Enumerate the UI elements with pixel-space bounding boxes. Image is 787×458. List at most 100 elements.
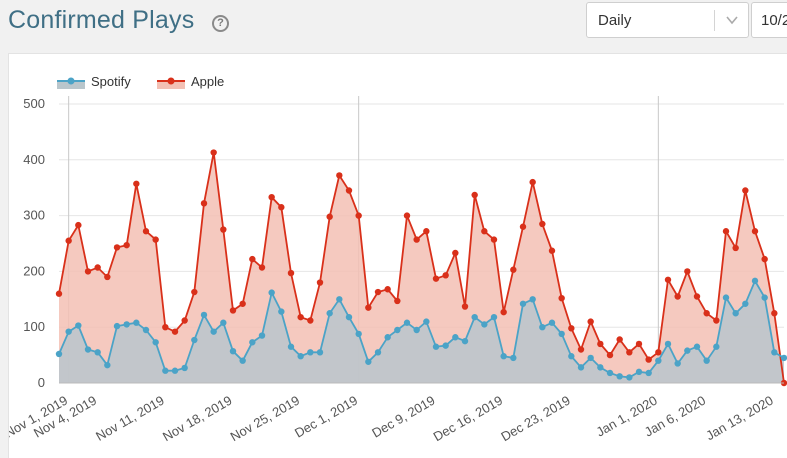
spotify-point[interactable]	[191, 336, 198, 344]
spotify-point[interactable]	[345, 313, 353, 321]
spotify-point[interactable]	[336, 296, 343, 303]
apple-point[interactable]	[239, 300, 246, 307]
apple-point[interactable]	[500, 308, 507, 316]
spotify-point[interactable]	[394, 326, 401, 334]
apple-point[interactable]	[365, 304, 372, 311]
spotify-point[interactable]	[568, 353, 575, 360]
apple-point[interactable]	[268, 193, 275, 201]
apple-point[interactable]	[287, 269, 295, 277]
spotify-point[interactable]	[655, 357, 662, 364]
spotify-point[interactable]	[500, 353, 507, 360]
date-range-input[interactable]: 10/2	[751, 2, 787, 38]
apple-point[interactable]	[200, 200, 208, 207]
apple-point[interactable]	[568, 325, 575, 332]
spotify-point[interactable]	[606, 369, 614, 377]
spotify-point[interactable]	[413, 326, 420, 334]
spotify-point[interactable]	[519, 300, 527, 307]
apple-point[interactable]	[664, 276, 672, 283]
spotify-point[interactable]	[452, 334, 459, 341]
spotify-point[interactable]	[645, 369, 652, 377]
apple-point[interactable]	[452, 249, 459, 257]
apple-point[interactable]	[655, 349, 662, 356]
spotify-point[interactable]	[442, 342, 449, 349]
apple-point[interactable]	[229, 307, 237, 314]
spotify-point[interactable]	[751, 277, 759, 285]
spotify-point[interactable]	[490, 313, 498, 321]
apple-point[interactable]	[152, 236, 159, 243]
apple-point[interactable]	[75, 221, 82, 229]
apple-point[interactable]	[539, 220, 546, 228]
spotify-point[interactable]	[384, 334, 391, 341]
apple-point[interactable]	[258, 264, 266, 271]
spotify-point[interactable]	[703, 357, 710, 364]
legend-item-spotify[interactable]: Spotify	[57, 74, 131, 89]
spotify-point[interactable]	[548, 319, 556, 326]
apple-point[interactable]	[510, 266, 517, 273]
spotify-point[interactable]	[200, 311, 208, 319]
spotify-point[interactable]	[558, 330, 565, 338]
apple-point[interactable]	[587, 318, 594, 325]
spotify-point[interactable]	[94, 349, 101, 356]
spotify-point[interactable]	[316, 349, 324, 356]
spotify-point[interactable]	[75, 322, 82, 329]
apple-point[interactable]	[751, 228, 759, 235]
spotify-point[interactable]	[355, 330, 362, 338]
chevron-down-icon[interactable]	[723, 11, 741, 29]
spotify-point[interactable]	[635, 368, 643, 376]
spotify-point[interactable]	[133, 319, 140, 326]
apple-point[interactable]	[55, 290, 63, 297]
spotify-point[interactable]	[742, 300, 749, 307]
spotify-point[interactable]	[674, 360, 681, 367]
apple-point[interactable]	[394, 297, 401, 305]
spotify-point[interactable]	[287, 343, 295, 350]
spotify-point[interactable]	[529, 296, 536, 303]
apple-point[interactable]	[249, 255, 256, 263]
apple-point[interactable]	[490, 236, 498, 243]
spotify-point[interactable]	[616, 373, 623, 380]
apple-point[interactable]	[713, 317, 720, 324]
apple-point[interactable]	[171, 328, 179, 335]
apple-point[interactable]	[84, 268, 92, 275]
spotify-point[interactable]	[626, 374, 633, 381]
spotify-point[interactable]	[693, 343, 701, 350]
apple-point[interactable]	[471, 191, 478, 199]
spotify-point[interactable]	[55, 350, 63, 358]
apple-point[interactable]	[761, 255, 768, 263]
apple-point[interactable]	[123, 241, 130, 249]
apple-point[interactable]	[220, 226, 227, 233]
apple-point[interactable]	[558, 294, 565, 302]
apple-point[interactable]	[307, 317, 314, 324]
apple-point[interactable]	[645, 356, 652, 363]
spotify-point[interactable]	[278, 308, 285, 315]
apple-point[interactable]	[674, 293, 681, 300]
spotify-point[interactable]	[152, 339, 159, 346]
apple-point[interactable]	[374, 288, 382, 296]
apple-point[interactable]	[162, 324, 169, 331]
apple-point[interactable]	[326, 213, 333, 220]
period-select[interactable]: Daily	[586, 2, 749, 38]
apple-point[interactable]	[65, 237, 72, 244]
spotify-point[interactable]	[229, 347, 237, 355]
apple-point[interactable]	[113, 244, 121, 251]
apple-point[interactable]	[519, 223, 527, 230]
spotify-point[interactable]	[510, 354, 517, 362]
spotify-point[interactable]	[374, 349, 382, 356]
spotify-point[interactable]	[664, 340, 672, 348]
spotify-point[interactable]	[684, 347, 691, 354]
spotify-point[interactable]	[104, 361, 111, 369]
apple-point[interactable]	[142, 228, 150, 235]
spotify-point[interactable]	[162, 367, 169, 374]
apple-point[interactable]	[722, 228, 730, 235]
apple-point[interactable]	[345, 187, 353, 194]
spotify-point[interactable]	[297, 353, 304, 360]
legend-item-apple[interactable]: Apple	[157, 74, 224, 89]
spotify-point[interactable]	[423, 318, 430, 325]
spotify-point[interactable]	[210, 328, 217, 335]
apple-point[interactable]	[742, 187, 749, 194]
apple-point[interactable]	[635, 340, 643, 348]
apple-point[interactable]	[626, 349, 633, 356]
apple-point[interactable]	[94, 264, 101, 271]
spotify-point[interactable]	[761, 294, 768, 301]
spotify-point[interactable]	[326, 310, 333, 317]
spotify-point[interactable]	[65, 328, 72, 335]
